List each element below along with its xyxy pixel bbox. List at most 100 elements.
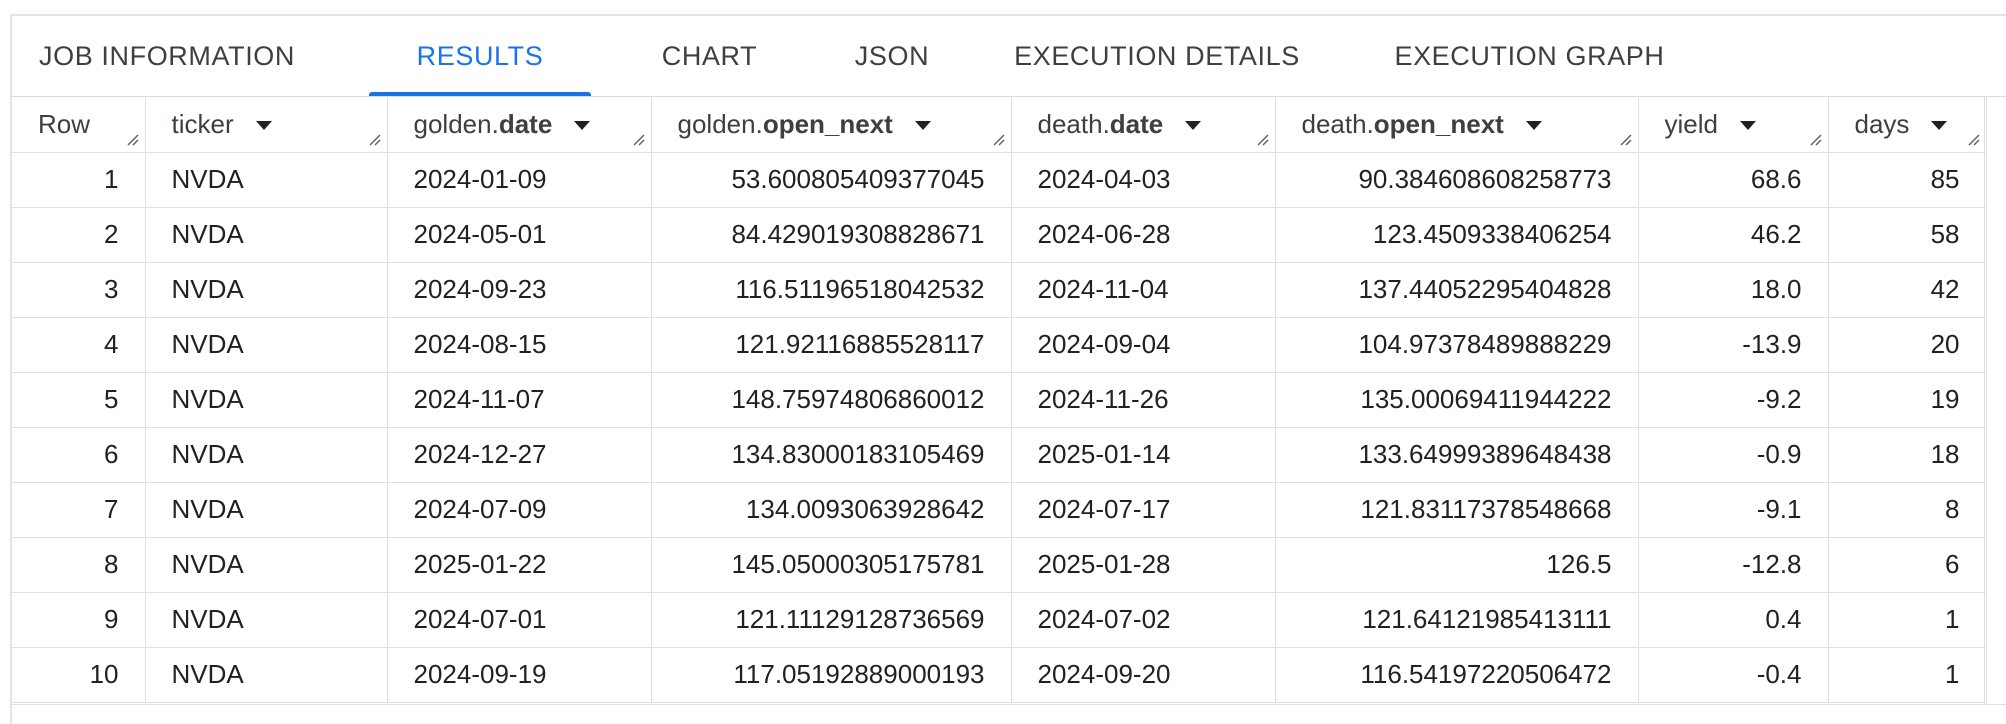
table-row: 1 NVDA 2024-01-09 53.600805409377045 2024-04…: [12, 151, 1987, 208]
table-cell: 121.83117378548668: [1274, 481, 1639, 538]
table-cell: 116.54197220506472: [1274, 646, 1639, 703]
table-cell: 123.4509338406254: [1274, 206, 1639, 263]
results-tab-bar: JOB INFORMATION RESULTS CHART JSON EXECU…: [12, 16, 2006, 96]
table-cell: 2024-05-01: [386, 206, 652, 263]
table-cell: 2024-07-02: [1010, 591, 1276, 648]
tab-results[interactable]: RESULTS: [369, 16, 591, 96]
table-cell: 46.2: [1637, 206, 1829, 263]
table-cell: 137.44052295404828: [1274, 261, 1639, 318]
sort-dropdown-icon[interactable]: [1931, 120, 1948, 130]
sort-dropdown-icon[interactable]: [914, 120, 931, 130]
table-cell: 2024-11-04: [1010, 261, 1276, 318]
column-header-yield[interactable]: yield: [1637, 97, 1829, 153]
table-cell: 1: [12, 151, 146, 208]
table-cell: 20: [1827, 316, 1987, 373]
tab-job-information[interactable]: JOB INFORMATION: [39, 40, 295, 71]
table-cell: 2025-01-14: [1010, 426, 1276, 483]
table-cell: NVDA: [144, 591, 388, 648]
tab-chart[interactable]: CHART: [661, 40, 758, 71]
table-cell: 2025-01-22: [386, 536, 652, 593]
table-cell: 19: [1827, 371, 1987, 428]
table-cell: 2024-07-17: [1010, 481, 1276, 538]
column-header-death-date[interactable]: death. date: [1010, 97, 1276, 153]
sort-dropdown-icon[interactable]: [255, 120, 272, 130]
table-row: 4 NVDA 2024-08-15 121.92116885528117 2024-09…: [12, 316, 1987, 373]
column-resize-handle-icon[interactable]: [125, 132, 139, 146]
table-cell: NVDA: [144, 261, 388, 318]
table-cell: NVDA: [144, 316, 388, 373]
table-cell: 145.05000305175781: [650, 536, 1012, 593]
column-resize-handle-icon[interactable]: [991, 132, 1005, 146]
column-header-name: open_next: [762, 108, 893, 139]
table-cell: -12.8: [1637, 536, 1829, 593]
table-row: 2 NVDA 2024-05-01 84.429019308828671 2024-06…: [12, 206, 1987, 263]
tab-json[interactable]: JSON: [854, 40, 930, 71]
table-cell: 7: [12, 481, 146, 538]
table-cell: 117.05192889000193: [650, 646, 1012, 703]
table-bottom-divider: [12, 704, 2006, 705]
column-header-row[interactable]: Row: [12, 97, 146, 153]
table-cell: 2024-01-09: [386, 151, 652, 208]
column-header-name: days: [1854, 108, 1910, 139]
table-cell: 2025-01-28: [1010, 536, 1276, 593]
column-resize-handle-icon[interactable]: [1255, 132, 1269, 146]
table-cell: 2024-11-07: [386, 371, 652, 428]
column-header-prefix: death.: [1301, 108, 1374, 139]
table-cell: 1: [1827, 646, 1987, 703]
column-resize-handle-icon[interactable]: [631, 132, 645, 146]
column-header-prefix: golden.: [413, 108, 499, 139]
table-cell: 2024-09-19: [386, 646, 652, 703]
table-row: 6 NVDA 2024-12-27 134.83000183105469 2025-01…: [12, 426, 1987, 483]
table-cell: 134.83000183105469: [650, 426, 1012, 483]
sort-dropdown-icon[interactable]: [1185, 120, 1202, 130]
table-cell: 4: [12, 316, 146, 373]
sort-dropdown-icon[interactable]: [1739, 120, 1756, 130]
column-header-name: ticker: [171, 108, 234, 139]
table-cell: NVDA: [144, 646, 388, 703]
table-row: 5 NVDA 2024-11-07 148.75974806860012 2024-11…: [12, 371, 1987, 428]
tab-execution-graph[interactable]: EXECUTION GRAPH: [1394, 40, 1665, 71]
table-cell: 2: [12, 206, 146, 263]
column-header-prefix: death.: [1037, 108, 1110, 139]
table-cell: -13.9: [1637, 316, 1829, 373]
table-cell: 68.6: [1637, 151, 1829, 208]
column-header-label: golden. date: [414, 109, 591, 140]
column-header-golden-open_next[interactable]: golden. open_next: [650, 97, 1012, 153]
tab-bar-divider: [12, 96, 2006, 97]
column-resize-handle-icon[interactable]: [1966, 132, 1980, 146]
column-header-golden-date[interactable]: golden. date: [386, 97, 652, 153]
table-cell: 42: [1827, 261, 1987, 318]
column-resize-handle-icon[interactable]: [1618, 132, 1632, 146]
column-header-days[interactable]: days: [1827, 97, 1987, 153]
table-cell: 121.92116885528117: [650, 316, 1012, 373]
table-cell: 6: [1827, 536, 1987, 593]
column-resize-handle-icon[interactable]: [367, 132, 381, 146]
tab-execution-details[interactable]: EXECUTION DETAILS: [1014, 40, 1300, 71]
table-cell: 2024-12-27: [386, 426, 652, 483]
column-resize-handle-icon[interactable]: [1808, 132, 1822, 146]
table-cell: 121.11129128736569: [650, 591, 1012, 648]
table-cell: 2024-04-03: [1010, 151, 1276, 208]
column-header-label: ticker: [172, 109, 272, 140]
column-header-prefix: golden.: [677, 108, 763, 139]
column-header-label: death. date: [1038, 109, 1202, 140]
table-cell: 84.429019308828671: [650, 206, 1012, 263]
table-cell: 2024-07-01: [386, 591, 652, 648]
table-cell: 8: [1827, 481, 1987, 538]
column-header-name: open_next: [1373, 108, 1504, 139]
column-header-death-open_next[interactable]: death. open_next: [1274, 97, 1639, 153]
column-header-ticker[interactable]: ticker: [144, 97, 388, 153]
column-header-label: days: [1855, 109, 1948, 140]
table-cell: -9.1: [1637, 481, 1829, 538]
table-cell: NVDA: [144, 426, 388, 483]
table-row: 8 NVDA 2025-01-22 145.05000305175781 2025-01…: [12, 536, 1987, 593]
table-body: 1 NVDA 2024-01-09 53.600805409377045 2024-04…: [12, 151, 1987, 703]
table-trailing-column: [1984, 97, 2006, 704]
panel-left-divider: [10, 14, 12, 724]
table-cell: 53.600805409377045: [650, 151, 1012, 208]
sort-dropdown-icon[interactable]: [574, 120, 591, 130]
table-cell: 133.64999389648438: [1274, 426, 1639, 483]
table-cell: 116.51196518042532: [650, 261, 1012, 318]
sort-dropdown-icon[interactable]: [1525, 120, 1542, 130]
